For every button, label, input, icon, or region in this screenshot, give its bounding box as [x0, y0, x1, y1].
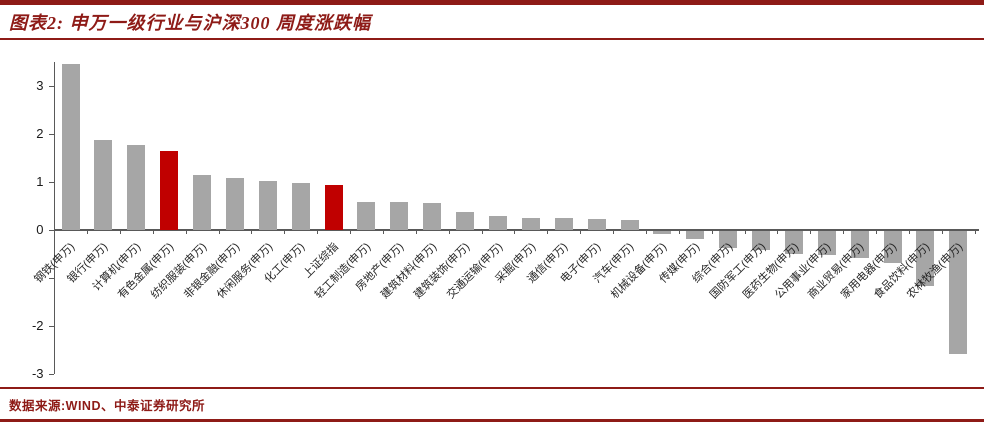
x-tick-mark	[382, 230, 384, 234]
x-tick-mark	[514, 230, 516, 234]
footer-divider	[0, 387, 984, 389]
bottom-accent-rule	[0, 419, 984, 422]
bar	[850, 230, 869, 259]
x-tick-mark	[974, 230, 976, 234]
x-tick-mark	[843, 230, 845, 234]
bar	[719, 230, 738, 248]
bar	[784, 230, 803, 254]
bar	[488, 215, 507, 230]
title-divider	[0, 38, 984, 40]
bar	[357, 201, 376, 230]
y-tick-mark	[48, 182, 54, 183]
bar	[653, 230, 672, 235]
x-tick-mark	[777, 230, 779, 234]
x-tick-mark	[481, 230, 483, 234]
bar	[587, 219, 606, 230]
x-tick-mark	[580, 230, 582, 234]
bar	[686, 230, 705, 240]
x-tick-mark	[251, 230, 253, 234]
x-tick-mark	[185, 230, 187, 234]
y-tick-mark	[48, 278, 54, 279]
x-tick-mark	[317, 230, 319, 234]
figure-title: 图表2: 申万一级行业与沪深300 周度涨跌幅	[9, 13, 371, 33]
x-tick-mark	[908, 230, 910, 234]
x-tick-mark	[876, 230, 878, 234]
bar	[61, 64, 80, 230]
bar	[752, 230, 771, 250]
bar	[423, 202, 442, 230]
bar	[258, 181, 277, 230]
bar	[127, 145, 146, 230]
bar	[916, 230, 935, 286]
y-tick-label: 2	[36, 126, 44, 141]
y-tick-label: -3	[31, 366, 44, 381]
x-tick-mark	[941, 230, 943, 234]
bar	[620, 220, 639, 230]
x-tick-mark	[218, 230, 220, 234]
bar	[521, 217, 540, 230]
bar	[193, 174, 212, 230]
y-axis-line	[53, 62, 55, 374]
bar	[291, 182, 310, 230]
bar	[949, 230, 968, 354]
x-tick-mark	[613, 230, 615, 234]
bar	[554, 218, 573, 230]
bar	[160, 150, 179, 230]
x-tick-mark	[678, 230, 680, 234]
bar	[324, 184, 343, 230]
y-tick-label: -2	[31, 318, 44, 333]
bar	[456, 211, 475, 230]
x-tick-mark	[284, 230, 286, 234]
x-tick-mark	[152, 230, 154, 234]
x-tick-mark	[448, 230, 450, 234]
x-tick-mark	[711, 230, 713, 234]
bar	[390, 202, 409, 230]
y-tick-label: 0	[36, 222, 44, 237]
bar	[883, 230, 902, 263]
x-tick-mark	[54, 230, 56, 234]
x-tick-mark	[547, 230, 549, 234]
y-tick-label: 3	[36, 78, 44, 93]
x-tick-mark	[86, 230, 88, 234]
y-tick-mark	[48, 326, 54, 327]
x-tick-mark	[744, 230, 746, 234]
y-tick-mark	[48, 374, 54, 375]
x-tick-mark	[810, 230, 812, 234]
y-tick-mark	[48, 230, 54, 231]
x-tick-mark	[645, 230, 647, 234]
y-tick-mark	[48, 86, 54, 87]
data-source-note: 数据来源:WIND、中泰证券研究所	[9, 399, 205, 413]
x-tick-mark	[119, 230, 121, 234]
bar	[817, 230, 836, 256]
bar	[94, 140, 113, 230]
y-tick-label: 1	[36, 174, 44, 189]
y-tick-mark	[48, 134, 54, 135]
bar	[225, 178, 244, 230]
top-accent-rule	[0, 0, 984, 5]
x-tick-mark	[415, 230, 417, 234]
x-axis-line	[53, 229, 979, 231]
x-tick-mark	[350, 230, 352, 234]
